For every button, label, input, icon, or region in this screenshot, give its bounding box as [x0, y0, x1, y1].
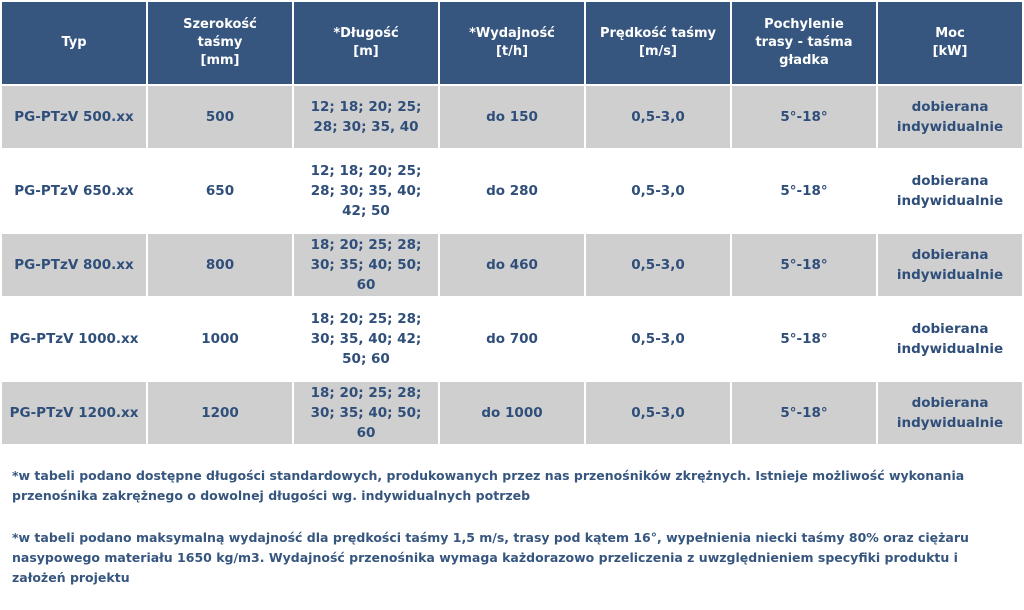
cell-power: dobierana indywidualnie [878, 150, 1022, 232]
cell-length: 18; 20; 25; 28; 30; 35, 40; 42; 50; 60 [294, 298, 438, 380]
cell-belt-width: 500 [148, 86, 292, 148]
cell-power: dobierana indywidualnie [878, 86, 1022, 148]
cell-length: 18; 20; 25; 28; 30; 35; 40; 50; 60 [294, 234, 438, 296]
table-header-row: Typ Szerokość taśmy [mm] *Długość [m] *W… [2, 2, 1022, 84]
header-capacity: *Wydajność [t/h] [440, 2, 584, 84]
cell-incline: 5°-18° [732, 382, 876, 444]
header-belt-speed: Prędkość taśmy [m/s] [586, 2, 730, 84]
cell-belt-speed: 0,5-3,0 [586, 234, 730, 296]
cell-capacity: do 700 [440, 298, 584, 380]
cell-belt-width: 1000 [148, 298, 292, 380]
cell-belt-width: 1200 [148, 382, 292, 444]
table-row: PG-PTzV 1000.xx 1000 18; 20; 25; 28; 30;… [2, 298, 1022, 380]
cell-power: dobierana indywidualnie [878, 298, 1022, 380]
cell-belt-speed: 0,5-3,0 [586, 86, 730, 148]
header-power: Moc [kW] [878, 2, 1022, 84]
cell-type: PG-PTzV 1000.xx [2, 298, 146, 380]
cell-type: PG-PTzV 500.xx [2, 86, 146, 148]
header-belt-width: Szerokość taśmy [mm] [148, 2, 292, 84]
cell-belt-width: 800 [148, 234, 292, 296]
cell-length: 12; 18; 20; 25; 28; 30; 35, 40; 42; 50 [294, 150, 438, 232]
cell-capacity: do 280 [440, 150, 584, 232]
cell-capacity: do 150 [440, 86, 584, 148]
table-row: PG-PTzV 800.xx 800 18; 20; 25; 28; 30; 3… [2, 234, 1022, 296]
footnote-length: *w tabeli podano dostępne długości stand… [12, 468, 965, 503]
header-length: *Długość [m] [294, 2, 438, 84]
cell-length: 12; 18; 20; 25; 28; 30; 35, 40 [294, 86, 438, 148]
cell-belt-speed: 0,5-3,0 [586, 150, 730, 232]
cell-type: PG-PTzV 800.xx [2, 234, 146, 296]
cell-power: dobierana indywidualnie [878, 382, 1022, 444]
footnote-capacity: *w tabeli podano maksymalną wydajność dl… [12, 530, 969, 585]
cell-capacity: do 1000 [440, 382, 584, 444]
cell-capacity: do 460 [440, 234, 584, 296]
conveyor-spec-table: Typ Szerokość taśmy [mm] *Długość [m] *W… [2, 2, 1022, 444]
cell-type: PG-PTzV 1200.xx [2, 382, 146, 444]
cell-type: PG-PTzV 650.xx [2, 150, 146, 232]
table-row: PG-PTzV 1200.xx 1200 18; 20; 25; 28; 30;… [2, 382, 1022, 444]
header-incline: Pochylenie trasy - taśma gładka [732, 2, 876, 84]
cell-belt-speed: 0,5-3,0 [586, 382, 730, 444]
spec-table-container: Typ Szerokość taśmy [mm] *Długość [m] *W… [2, 2, 1022, 444]
cell-incline: 5°-18° [732, 234, 876, 296]
table-row: PG-PTzV 650.xx 650 12; 18; 20; 25; 28; 3… [2, 150, 1022, 232]
cell-incline: 5°-18° [732, 150, 876, 232]
cell-power: dobierana indywidualnie [878, 234, 1022, 296]
table-row: PG-PTzV 500.xx 500 12; 18; 20; 25; 28; 3… [2, 86, 1022, 148]
cell-incline: 5°-18° [732, 298, 876, 380]
cell-incline: 5°-18° [732, 86, 876, 148]
footnotes: *w tabeli podano dostępne długości stand… [12, 466, 1012, 610]
header-typ: Typ [2, 2, 146, 84]
cell-belt-speed: 0,5-3,0 [586, 298, 730, 380]
cell-belt-width: 650 [148, 150, 292, 232]
cell-length: 18; 20; 25; 28; 30; 35; 40; 50; 60 [294, 382, 438, 444]
